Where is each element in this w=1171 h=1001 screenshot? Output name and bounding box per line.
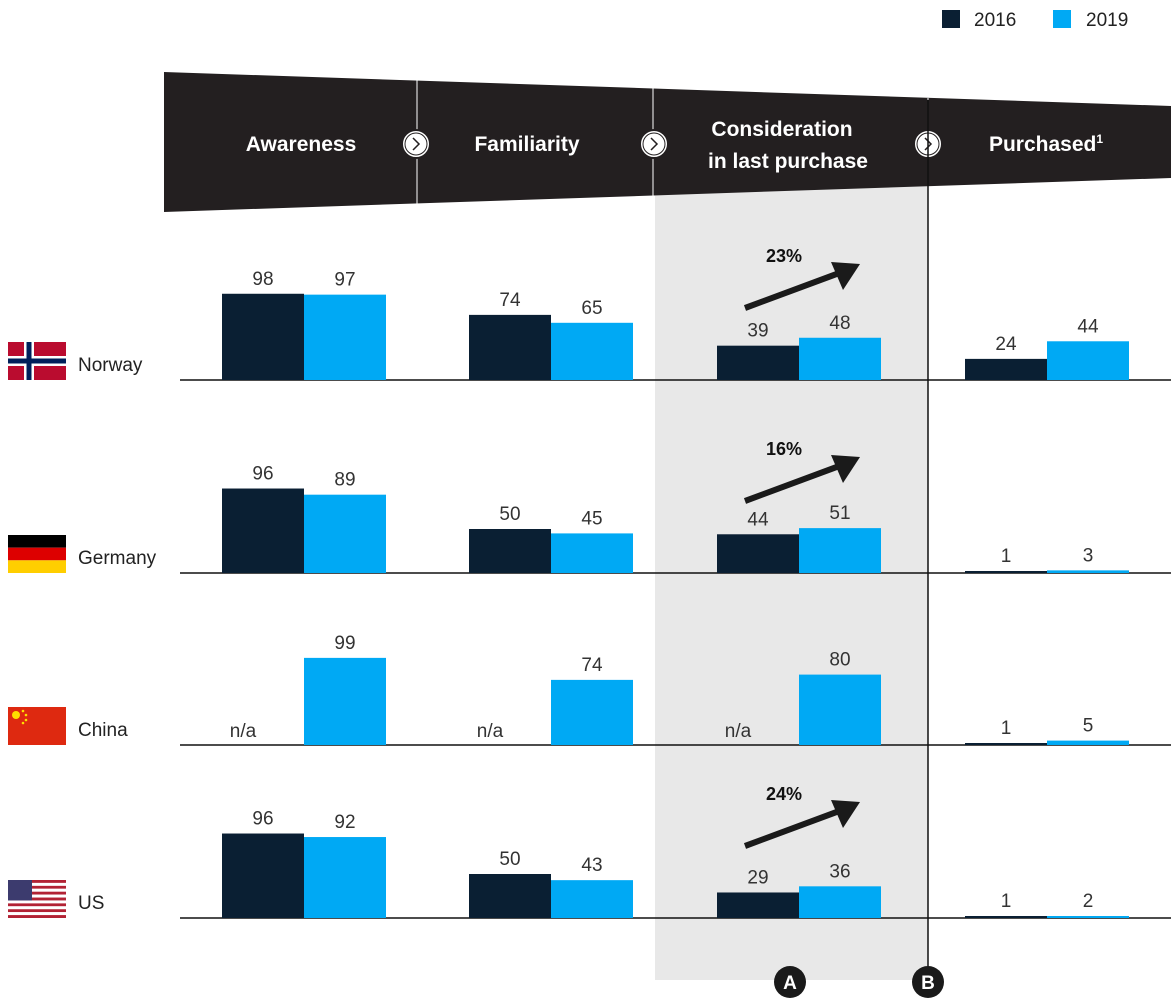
bar-2019-awareness (304, 494, 386, 573)
marker-b-label: B (921, 973, 935, 994)
bar-2016-familiarity (469, 529, 551, 573)
growth-label: 16% (766, 439, 802, 459)
bar-2019-purchased (1047, 916, 1129, 918)
country-label-china: China (78, 720, 128, 741)
bar-2019-consideration (799, 674, 881, 745)
bar-2019-awareness (304, 294, 386, 380)
growth-arrow-icon (743, 800, 860, 849)
us-flag-icon (8, 880, 66, 918)
bar-2019-awareness (304, 657, 386, 745)
value-label-2019-awareness: 99 (334, 633, 355, 654)
bar-2019-awareness (304, 837, 386, 918)
marker-a: A (774, 966, 806, 998)
bar-2016-awareness (222, 833, 304, 918)
growth-label: 24% (766, 784, 802, 804)
na-label-2016-awareness: n/a (230, 721, 257, 742)
bar-2019-familiarity (551, 533, 633, 573)
value-label-2019-consideration: 48 (829, 313, 850, 334)
stage-label-awareness: Awareness (246, 133, 357, 156)
norway-flag-icon (8, 342, 66, 380)
legend-label-2019: 2019 (1086, 10, 1128, 31)
na-label-2016-consideration: n/a (725, 721, 752, 742)
growth-arrow-icon (743, 455, 860, 504)
legend-label-2016: 2016 (974, 10, 1016, 31)
bar-2019-purchased (1047, 341, 1129, 380)
bar-2016-familiarity (469, 874, 551, 918)
value-label-2016-purchased: 1 (1001, 718, 1012, 739)
value-label-2016-familiarity: 74 (499, 290, 521, 311)
bar-2016-familiarity (469, 314, 551, 380)
value-label-2016-consideration: 39 (747, 321, 768, 342)
country-row-norway: Norway 98 97 74 65 39 48 24 44 23% (8, 246, 1171, 381)
china-flag-icon (8, 707, 66, 745)
bar-2019-purchased (1047, 570, 1129, 573)
stage-label-familiarity: Familiarity (474, 133, 579, 156)
bar-2019-familiarity (551, 322, 633, 380)
value-label-2019-familiarity: 74 (581, 655, 603, 676)
value-label-2016-familiarity: 50 (499, 504, 520, 525)
legend-swatch-2016 (942, 10, 960, 28)
bar-2016-consideration (717, 345, 799, 380)
germany-flag-icon (8, 535, 66, 573)
stage-label-purchased-text: Purchased (989, 133, 1096, 156)
bar-2016-purchased (965, 743, 1047, 745)
bar-2016-consideration (717, 892, 799, 918)
bar-2019-consideration (799, 337, 881, 380)
value-label-2016-familiarity: 50 (499, 849, 520, 870)
value-label-2016-purchased: 1 (1001, 546, 1012, 567)
country-label-germany: Germany (78, 548, 157, 569)
na-label-2016-familiarity: n/a (477, 721, 504, 742)
value-label-2016-consideration: 29 (747, 867, 768, 888)
value-label-2016-awareness: 98 (252, 269, 273, 290)
value-label-2019-familiarity: 65 (581, 298, 602, 319)
legend-swatch-2019 (1053, 10, 1071, 28)
bar-2016-awareness (222, 293, 304, 380)
bar-2016-purchased (965, 571, 1047, 573)
country-row-china: China n/a 99 n/a 74 n/a 80 1 5 (8, 633, 1171, 746)
value-label-2019-purchased: 2 (1083, 891, 1094, 912)
value-label-2019-consideration: 80 (829, 650, 850, 671)
value-label-2016-purchased: 24 (995, 334, 1017, 355)
growth-label: 23% (766, 246, 802, 266)
purchased-footnote-marker: 1 (1096, 132, 1103, 146)
value-label-2019-consideration: 36 (829, 861, 850, 882)
bar-2019-familiarity (551, 679, 633, 745)
country-label-norway: Norway (78, 355, 143, 376)
bar-2016-purchased (965, 916, 1047, 918)
marker-b: B (912, 966, 944, 998)
country-row-germany: Germany 96 89 50 45 44 51 1 3 16% (8, 439, 1171, 574)
bar-2016-purchased (965, 358, 1047, 380)
value-label-2019-familiarity: 43 (581, 855, 602, 876)
country-label-us: US (78, 893, 104, 914)
stage-label-consideration-line2: in last purchase (708, 150, 868, 173)
marker-a-label: A (783, 973, 797, 994)
chart-rows: Norway 98 97 74 65 39 48 24 44 23% Germany 96 89 50 45… (8, 246, 1171, 919)
value-label-2019-awareness: 92 (334, 812, 355, 833)
chevron-right-icon (639, 129, 669, 159)
bar-2019-familiarity (551, 880, 633, 918)
value-label-2019-awareness: 97 (334, 270, 355, 291)
stage-label-consideration-line1: Consideration (711, 118, 852, 141)
value-label-2019-familiarity: 45 (581, 508, 602, 529)
value-label-2019-awareness: 89 (334, 470, 355, 491)
country-row-us: US 96 92 50 43 29 36 1 2 24% (8, 784, 1171, 919)
chevron-right-icon (401, 129, 431, 159)
bar-2016-consideration (717, 534, 799, 573)
value-label-2019-consideration: 51 (829, 503, 850, 524)
bar-2019-consideration (799, 528, 881, 573)
bar-2019-consideration (799, 886, 881, 918)
value-label-2019-purchased: 3 (1083, 545, 1094, 566)
bar-2016-awareness (222, 488, 304, 573)
value-label-2019-purchased: 5 (1083, 716, 1094, 737)
stage-label-purchased: Purchased1 (989, 132, 1103, 156)
value-label-2016-awareness: 96 (252, 464, 273, 485)
value-label-2016-purchased: 1 (1001, 891, 1012, 912)
growth-arrow-icon (743, 262, 860, 311)
value-label-2016-awareness: 96 (252, 809, 273, 830)
value-label-2019-purchased: 44 (1077, 316, 1099, 337)
bar-2019-purchased (1047, 740, 1129, 745)
value-label-2016-consideration: 44 (747, 509, 769, 530)
